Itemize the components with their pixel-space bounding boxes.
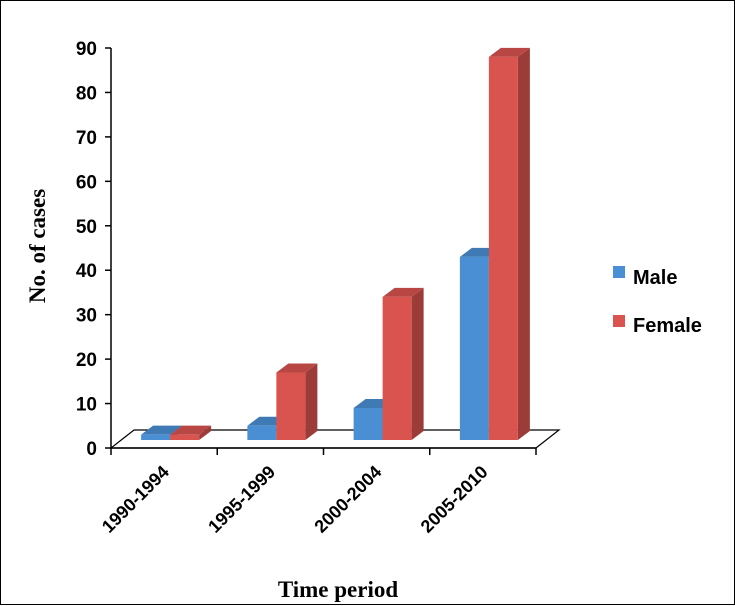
y-tick-label: 30 [76,306,97,327]
y-tick-label: 70 [76,128,97,149]
x-axis-title: Time period [278,577,399,602]
bar-female-2005-2010-top [488,47,530,57]
bar-female-2005-2010-side [517,47,530,441]
bar-male-1990-1994 [141,434,171,440]
y-tick-label: 10 [76,395,97,416]
legend: Male Female [613,266,702,337]
bar-male-1995-1999 [247,425,277,440]
x-tick-label: 1990-1994 [98,462,173,537]
legend-swatch-female [613,315,625,327]
bar-male-2005-2010 [459,256,489,440]
bar-female-2000-2004-side [411,287,424,440]
bar-male-1990-1994-top [141,425,183,435]
y-tick-label: 80 [76,83,97,104]
bar-female-2000-2004-top [382,287,424,297]
y-tick-label: 40 [76,261,97,282]
bar-female-1995-1999 [276,372,306,440]
x-tick-label: 2000-2004 [310,462,385,537]
bar-female-2005-2010 [488,56,518,441]
bar-female-1990-1994-top [170,425,212,435]
y-tick-label: 60 [76,172,97,193]
legend-swatch-male [613,266,625,278]
x-tick-label: 1995-1999 [204,462,279,537]
y-tick-label: 20 [76,350,97,371]
legend-label-male: Male [633,267,677,289]
bars [141,47,530,441]
bar-female-1990-1994-side [199,425,212,440]
y-axis-title: No. of cases [25,189,50,303]
x-tick-label: 2005-2010 [417,462,492,537]
bar-male-2000-2004 [353,408,383,440]
bar-female-2000-2004 [382,296,412,440]
y-tick-label: 90 [76,39,97,60]
legend-label-female: Female [633,315,702,337]
bar-female-1995-1999-top [276,363,318,373]
y-tick-label: 50 [76,217,97,238]
bar-female-1995-1999-side [305,363,318,440]
y-tick-label: 0 [86,439,97,460]
bar-female-1990-1994 [170,434,200,440]
